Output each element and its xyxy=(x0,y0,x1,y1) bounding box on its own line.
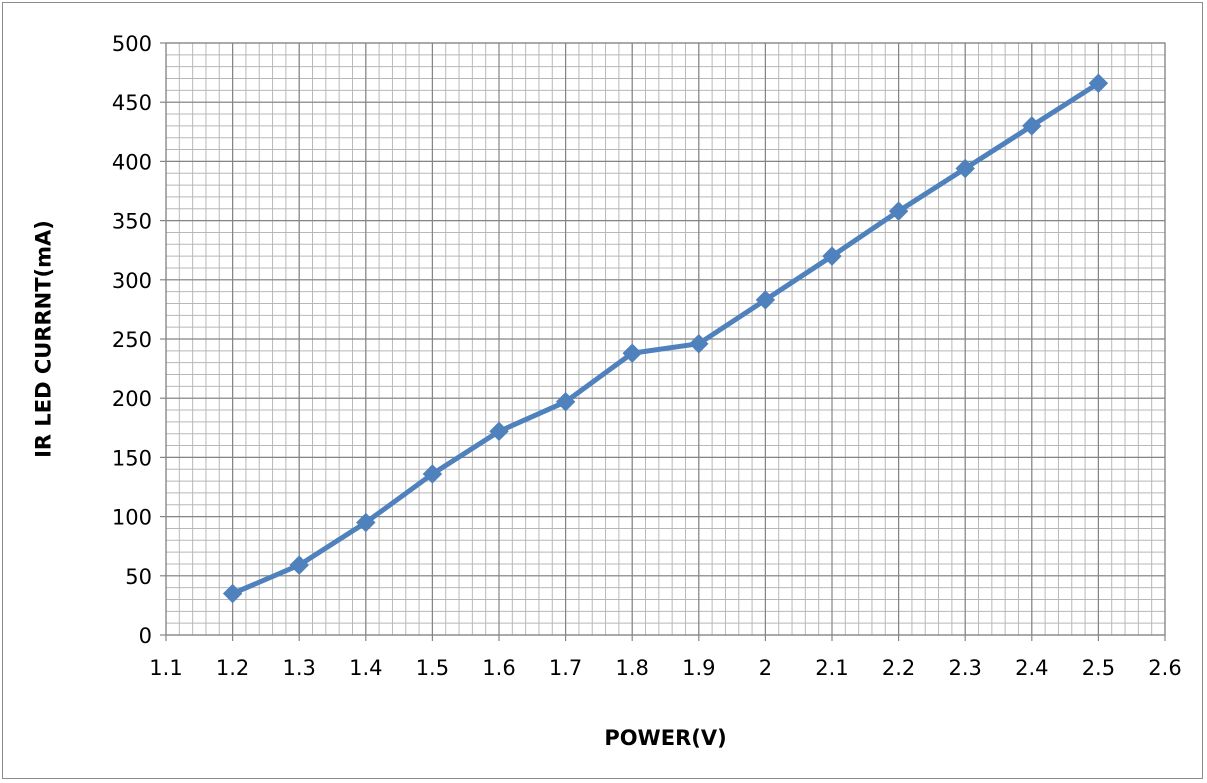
y-tick-label: 150 xyxy=(112,446,152,470)
x-tick-label: 2.6 xyxy=(1148,656,1181,680)
x-tick-label: 2.4 xyxy=(1015,656,1048,680)
x-tick-label: 1.9 xyxy=(682,656,715,680)
x-tick-label: 1.6 xyxy=(482,656,515,680)
x-tick-label: 1.8 xyxy=(615,656,648,680)
y-tick-label: 450 xyxy=(112,91,152,115)
y-tick-label: 400 xyxy=(112,150,152,174)
x-tick-label: 1.3 xyxy=(282,656,315,680)
plot-area-outline xyxy=(165,42,1166,636)
data-point-marker xyxy=(822,246,842,266)
x-tick-label: 1.7 xyxy=(549,656,582,680)
x-tick-label: 2.2 xyxy=(882,656,915,680)
data-point-marker xyxy=(289,555,309,575)
x-tick-label: 2.5 xyxy=(1082,656,1115,680)
x-tick-label: 2.3 xyxy=(948,656,981,680)
y-tick-label: 100 xyxy=(112,506,152,530)
data-series xyxy=(222,73,1109,604)
line-chart: 0 50 100 150 200 250 300 350 400 450 500 1.1 1.2 1.3… xyxy=(31,32,1181,750)
data-point-marker xyxy=(555,392,576,412)
y-tick-label: 50 xyxy=(125,565,152,589)
y-tick-label: 350 xyxy=(112,210,152,234)
data-point-marker xyxy=(356,512,376,533)
plot-area-border xyxy=(165,42,1166,636)
data-point-marker xyxy=(955,158,975,179)
x-tick-label: 1.5 xyxy=(416,656,449,680)
x-axis-tick-labels: 1.1 1.2 1.3 1.4 1.5 1.6 1.7 1.8 1.9 2 2.1 2.2 2.3 2.4… xyxy=(149,656,1181,680)
series-line xyxy=(230,80,1101,597)
x-tick-label: 2 xyxy=(759,656,772,680)
y-tick-label: 200 xyxy=(112,387,152,411)
data-point-marker xyxy=(888,201,909,221)
x-tick-label: 1.2 xyxy=(216,656,249,680)
major-gridlines xyxy=(160,42,1166,641)
data-point-marker xyxy=(222,583,243,604)
data-point-marker xyxy=(489,421,509,442)
data-point-marker xyxy=(622,343,642,363)
data-point-marker xyxy=(1088,73,1109,93)
data-point-marker xyxy=(1022,116,1042,136)
x-tick-label: 2.1 xyxy=(815,656,848,680)
data-point-marker xyxy=(422,464,443,484)
y-tick-label: 500 xyxy=(112,32,152,56)
y-axis-title: IR LED CURRNT(mA) xyxy=(31,220,55,458)
y-tick-label: 250 xyxy=(112,328,152,352)
y-tick-label: 300 xyxy=(112,269,152,293)
y-axis-tick-labels: 0 50 100 150 200 250 300 350 400 450 500 xyxy=(112,32,152,648)
data-point-marker xyxy=(755,290,776,310)
y-tick-label: 0 xyxy=(139,624,152,648)
x-tick-label: 1.4 xyxy=(349,656,382,680)
data-point-marker xyxy=(689,334,709,354)
x-tick-label: 1.1 xyxy=(149,656,182,680)
x-axis-title: POWER(V) xyxy=(604,726,726,750)
